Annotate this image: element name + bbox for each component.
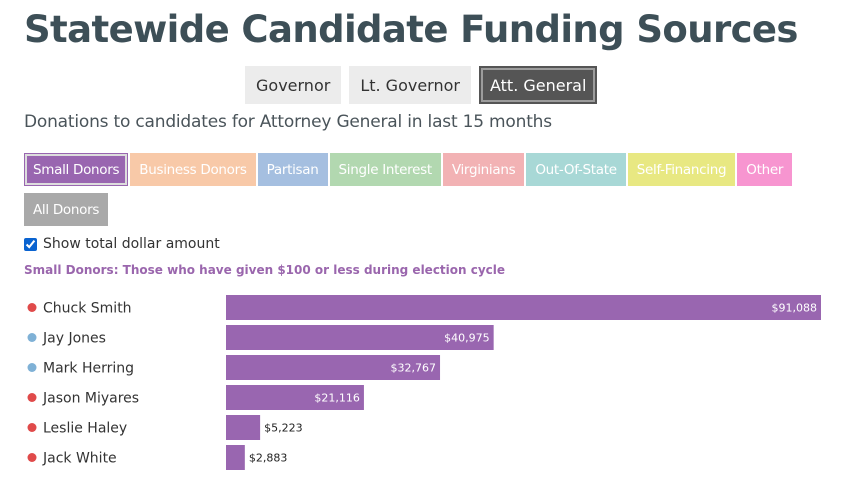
party-dot-mark-herring — [27, 363, 37, 372]
tab-partisan[interactable]: Partisan — [257, 153, 328, 186]
candidate-name-chuck-smith: Chuck Smith — [43, 301, 132, 317]
source-filter-tabs: Small Donors Business Donors Partisan Si… — [24, 153, 794, 226]
show-total-checkbox[interactable] — [24, 237, 37, 251]
party-dot-leslie-haley — [27, 423, 37, 432]
tab-other[interactable]: Other — [737, 153, 793, 186]
bar-jack-white[interactable] — [226, 445, 245, 470]
show-total-toggle[interactable]: Show total dollar amount — [24, 236, 220, 252]
bar-chuck-smith[interactable] — [226, 295, 821, 320]
tab-self-financing[interactable]: Self-Financing — [627, 153, 736, 186]
category-description: Small Donors: Those who have given $100 … — [24, 263, 506, 277]
party-dot-jason-miyares — [27, 393, 37, 402]
candidate-name-jay-jones: Jay Jones — [42, 331, 106, 347]
chart-subtitle: Donations to candidates for Attorney Gen… — [24, 112, 552, 132]
tab-att-general[interactable]: Att. General — [478, 66, 598, 104]
tab-all-donors[interactable]: All Donors — [24, 193, 109, 226]
party-dot-chuck-smith — [27, 303, 37, 312]
candidate-name-jason-miyares: Jason Miyares — [42, 391, 139, 407]
bar-jay-jones[interactable] — [226, 325, 494, 350]
bar-value-jason-miyares: $21,116 — [314, 392, 360, 405]
candidate-name-mark-herring: Mark Herring — [43, 361, 134, 377]
tab-virginians[interactable]: Virginians — [442, 153, 525, 186]
bar-value-chuck-smith: $91,088 — [772, 302, 818, 315]
funding-bar-chart: Chuck Smith $91,088 Jay Jones $40,975 Mark H… — [27, 295, 821, 470]
candidate-name-leslie-haley: Leslie Haley — [43, 421, 127, 437]
bar-leslie-haley[interactable] — [226, 415, 261, 440]
page-title: Statewide Candidate Funding Sources — [24, 8, 798, 51]
tab-governor[interactable]: Governor — [245, 66, 342, 104]
tab-small-donors[interactable]: Small Donors — [24, 153, 129, 186]
tab-lt-governor[interactable]: Lt. Governor — [349, 66, 471, 104]
bar-value-mark-herring: $32,767 — [391, 362, 437, 375]
tab-single-interest[interactable]: Single Interest — [329, 153, 441, 186]
office-tabs: Governor Lt. Governor Att. General — [245, 66, 598, 104]
party-dot-jay-jones — [27, 333, 37, 342]
bar-value-leslie-haley: $5,223 — [264, 422, 303, 435]
candidate-name-jack-white: Jack White — [42, 451, 117, 467]
bar-value-jay-jones: $40,975 — [444, 332, 490, 345]
tab-business-donors[interactable]: Business Donors — [130, 153, 256, 186]
tab-out-of-state[interactable]: Out-Of-State — [526, 153, 626, 186]
bar-jason-miyares[interactable] — [226, 385, 364, 410]
show-total-label: Show total dollar amount — [43, 236, 220, 252]
party-dot-jack-white — [27, 453, 37, 462]
bar-value-jack-white: $2,883 — [249, 452, 287, 465]
bar-mark-herring[interactable] — [226, 355, 441, 380]
